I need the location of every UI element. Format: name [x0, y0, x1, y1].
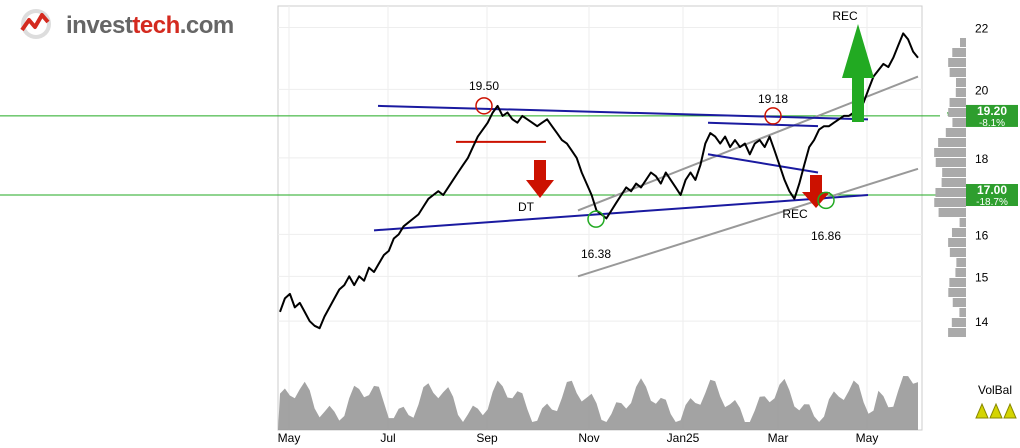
price-histogram-bar-25 — [948, 288, 966, 297]
annotation-6: REC — [832, 9, 858, 23]
logo-mark-icon — [20, 9, 51, 39]
y-tick-label-4: 18 — [975, 152, 989, 166]
support-badge-0 — [966, 104, 1018, 127]
price-histogram-bar-22 — [956, 258, 966, 267]
price-histogram-bar-28 — [951, 318, 966, 327]
buy-arrow-rec — [842, 24, 874, 122]
price-histogram-bar-13 — [942, 168, 966, 177]
x-tick-label-3: Nov — [578, 431, 599, 445]
volume-area — [278, 376, 918, 430]
price-histogram-bar-8 — [952, 118, 966, 127]
price-histogram-bar-20 — [948, 238, 966, 247]
volbal-arrow-2 — [1003, 402, 1017, 419]
x-tick-label-0: May — [278, 431, 301, 445]
logo-part-tech: tech — [132, 12, 180, 39]
sell-arrow-dt — [526, 160, 554, 198]
support-badge-change-1: -18.7% — [976, 197, 1008, 208]
extreme-marker-3 — [817, 191, 835, 210]
investtech-logo[interactable]: investtech.com — [18, 6, 234, 42]
y-tick-label-6: 22 — [975, 21, 989, 35]
price-histogram-bar-6 — [949, 98, 966, 107]
annotation-1: 19.18 — [758, 92, 788, 106]
price-histogram-bar-19 — [951, 228, 966, 237]
x-tick-label-6: May — [856, 431, 879, 445]
plot-area — [277, 5, 923, 431]
channel-lower — [577, 167, 919, 278]
x-tick-label-4: Jan25 — [667, 431, 700, 445]
volbal-label: VolBal — [978, 383, 1012, 397]
x-tick-label-2: Sep — [476, 431, 498, 445]
price-histogram-bar-24 — [949, 278, 966, 287]
y-tick-label-5: 20 — [975, 83, 989, 97]
price-histogram-bar-26 — [952, 298, 966, 307]
price-histogram-bar-21 — [949, 248, 966, 257]
price-histogram-bar-15 — [935, 188, 966, 197]
price-histogram-bar-18 — [959, 218, 966, 227]
price-histogram-bar-3 — [949, 68, 966, 77]
support-badge-value-0: 19.20 — [977, 104, 1007, 118]
rect-top — [707, 121, 819, 128]
support-badge-change-0: -8.1% — [979, 118, 1005, 129]
extreme-marker-1 — [764, 107, 782, 125]
annotation-4: DT — [518, 200, 535, 214]
price-histogram-bar-5 — [955, 88, 966, 97]
annotation-5: REC — [782, 207, 808, 221]
price-histogram-bar-17 — [938, 208, 966, 217]
volbal-arrow-0 — [975, 402, 989, 419]
price-histogram-bar-16 — [934, 198, 966, 207]
annotation-2: 16.38 — [581, 247, 611, 261]
volbal-arrow-1 — [989, 402, 1003, 419]
annotation-0: 19.50 — [469, 79, 499, 93]
extreme-marker-0 — [475, 97, 493, 115]
extreme-marker-2 — [587, 210, 605, 228]
y-tick-label-1: 15 — [975, 270, 989, 284]
price-histogram-bar-2 — [948, 58, 966, 67]
price-histogram-bar-10 — [938, 138, 966, 147]
annotation-3: 16.86 — [811, 229, 841, 243]
logo-part-invest: invest — [66, 12, 133, 39]
price-histogram-bar-1 — [952, 48, 966, 57]
price-histogram-bar-11 — [934, 148, 966, 157]
y-tick-label-2: 16 — [975, 228, 989, 242]
rect-bottom — [707, 153, 819, 174]
logo-part-domain: .com — [179, 12, 235, 39]
price-histogram-bar-23 — [955, 268, 966, 277]
price-histogram-bar-7 — [948, 108, 966, 117]
price-histogram-bar-4 — [955, 78, 966, 87]
price-histogram-bar-12 — [935, 158, 966, 167]
price-histogram-bar-27 — [959, 308, 966, 317]
price-histogram-bar-9 — [945, 128, 966, 137]
x-tick-label-5: Mar — [768, 431, 789, 445]
y-tick-label-0: 14 — [975, 315, 989, 329]
price-histogram-bar-14 — [941, 178, 966, 187]
price-histogram-bar-0 — [960, 38, 966, 47]
sell-arrow-rec — [802, 175, 830, 208]
logo-text: investtech.com — [66, 12, 234, 40]
x-tick-label-1: Jul — [380, 431, 395, 445]
trendline-top — [377, 104, 869, 121]
price-histogram-bar-29 — [948, 328, 966, 337]
trendline-bottom — [373, 194, 869, 232]
support-badge-1 — [966, 184, 1018, 207]
support-badge-value-1: 17.00 — [977, 183, 1007, 197]
